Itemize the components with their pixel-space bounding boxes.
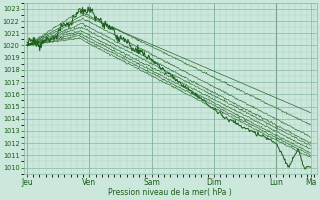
- X-axis label: Pression niveau de la mer( hPa ): Pression niveau de la mer( hPa ): [108, 188, 232, 197]
